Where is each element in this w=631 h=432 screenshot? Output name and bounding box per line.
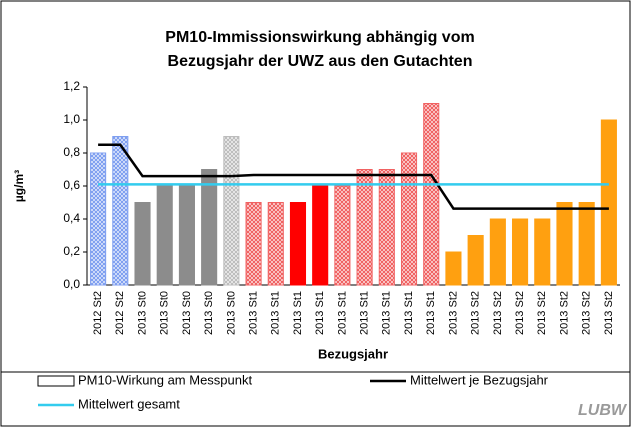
bar: [556, 202, 573, 286]
mean-line: [98, 143, 609, 210]
bar: [600, 119, 617, 286]
y-tick-label: 0,6: [63, 178, 80, 192]
x-tick-label: 2013 St1: [292, 291, 304, 335]
x-tick-label: 2013 St1: [270, 291, 282, 335]
bar: [223, 136, 240, 286]
bar: [534, 218, 551, 286]
y-tick-label: 0,0: [63, 277, 80, 291]
x-tick-label: 2013 St2: [470, 291, 482, 335]
x-tick-label: 2013 St2: [603, 291, 615, 335]
logo: LUBW: [578, 402, 628, 419]
x-tick-label: 2013 St1: [247, 291, 259, 335]
x-tick-label: 2013 St1: [381, 291, 393, 335]
chart-title: PM10-Immissionswirkung abhängig vom: [165, 29, 474, 46]
bar: [90, 152, 107, 286]
bar: [512, 218, 529, 286]
x-tick-label: 2013 St0: [159, 291, 171, 335]
bar: [489, 218, 506, 286]
bar: [267, 202, 284, 286]
legend-label: Mittelwert gesamt: [78, 396, 180, 411]
x-tick-label: 2013 St2: [581, 291, 593, 335]
x-tick-label: 2013 St1: [314, 291, 326, 335]
bar: [312, 185, 329, 286]
y-tick-label: 0,4: [63, 211, 80, 225]
x-tick-label: 2013 St0: [225, 291, 237, 335]
legend-label: PM10-Wirkung am Messpunkt: [78, 372, 252, 387]
y-tick-label: 1,2: [63, 79, 80, 93]
bar: [334, 185, 351, 286]
bar: [400, 152, 418, 286]
y-tick-label: 0,8: [63, 145, 80, 159]
bar: [423, 103, 440, 286]
y-axis-label: µg/m³: [12, 170, 26, 202]
bar: [356, 169, 373, 286]
legend-label: Mittelwert je Bezugsjahr: [410, 372, 549, 387]
bar: [156, 185, 173, 286]
x-tick-label: 2012 St2: [114, 291, 126, 335]
legend-swatch: [37, 375, 75, 387]
x-tick-label: 2013 St1: [403, 291, 415, 335]
x-tick-label: 2013 St2: [558, 291, 570, 335]
x-tick-label: 2013 St0: [181, 291, 193, 335]
x-tick-label: 2013 St2: [536, 291, 548, 335]
x-tick-label: 2013 St2: [514, 291, 526, 335]
x-axis-label: Bezugsjahr: [318, 346, 388, 361]
y-tick-label: 0,2: [63, 244, 80, 258]
bar: [201, 169, 218, 286]
bar: [467, 235, 484, 286]
x-tick-label: 2013 St2: [492, 291, 504, 335]
x-tick-label: 2013 St1: [336, 291, 348, 335]
x-tick-label: 2013 St1: [425, 291, 437, 335]
bar: [178, 185, 195, 286]
x-tick-label: 2013 St0: [136, 291, 148, 335]
x-tick-label: 2013 St2: [447, 291, 459, 335]
x-tick-label: 2012 St2: [92, 291, 104, 335]
x-tick-label: 2013 St0: [203, 291, 215, 335]
y-tick-label: 1,0: [63, 112, 80, 126]
bar: [289, 202, 307, 286]
bar: [245, 202, 262, 286]
bar: [578, 202, 595, 286]
bar: [378, 169, 395, 286]
bar: [112, 136, 129, 286]
chart-title: Bezugsjahr der UWZ aus den Gutachten: [168, 53, 473, 70]
bar: [445, 251, 462, 286]
x-tick-label: 2013 St1: [359, 291, 371, 335]
bar: [134, 202, 151, 286]
